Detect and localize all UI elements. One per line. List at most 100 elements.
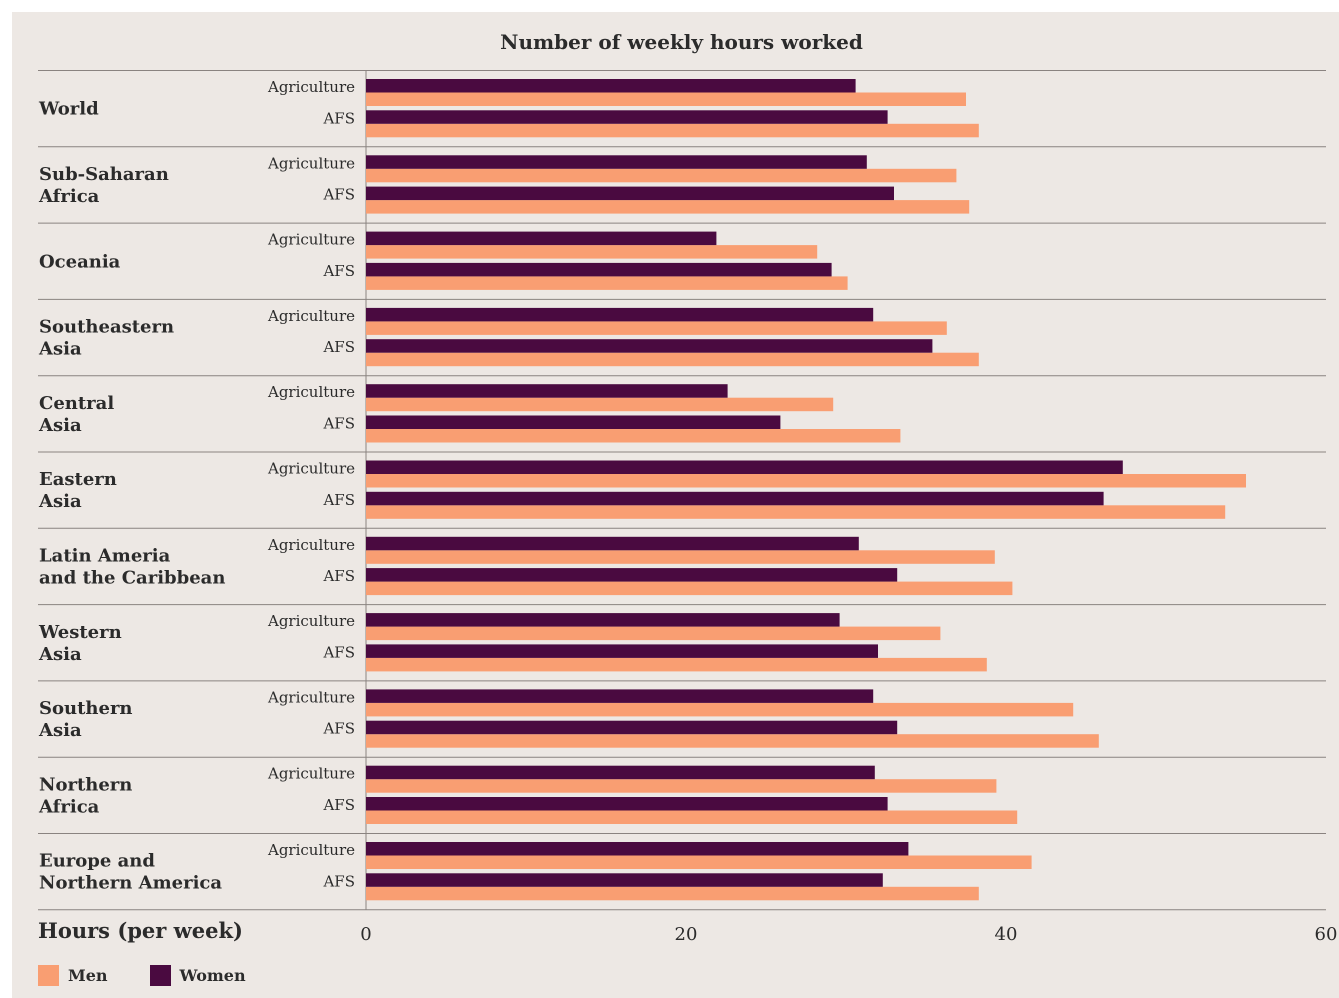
category-label: Agriculture bbox=[267, 536, 355, 554]
bar-women bbox=[366, 720, 898, 735]
category-label: Agriculture bbox=[267, 460, 355, 478]
bar-men bbox=[366, 200, 970, 214]
x-tick-label: 20 bbox=[675, 924, 698, 945]
region-label: Western bbox=[38, 622, 122, 643]
bar-men bbox=[366, 779, 997, 793]
region-label: Oceania bbox=[39, 251, 121, 272]
category-label: AFS bbox=[322, 109, 355, 127]
chart-title: Number of weekly hours worked bbox=[500, 30, 863, 54]
region-label: Africa bbox=[38, 186, 100, 207]
bar-men bbox=[366, 276, 848, 290]
bar-women bbox=[366, 155, 867, 169]
x-axis-label: Hours (per week) bbox=[38, 918, 243, 943]
bar-women bbox=[366, 186, 894, 201]
category-label: Agriculture bbox=[267, 78, 355, 96]
bar-men bbox=[366, 550, 995, 564]
category-label: AFS bbox=[322, 415, 355, 433]
bar-women bbox=[366, 491, 1104, 506]
bar-women bbox=[366, 644, 878, 658]
bar-women bbox=[366, 536, 859, 551]
region-label: Asia bbox=[38, 644, 82, 665]
x-tick-label: 60 bbox=[1315, 924, 1338, 945]
bar-men bbox=[366, 734, 1099, 748]
region-label: World bbox=[38, 99, 99, 120]
region-label: Northern bbox=[39, 774, 132, 795]
x-tick-label: 40 bbox=[995, 924, 1018, 945]
legend: Men Women bbox=[38, 965, 288, 986]
region-label: Asia bbox=[38, 415, 82, 436]
bar-men bbox=[366, 702, 1074, 717]
category-label: Agriculture bbox=[267, 688, 355, 706]
bar-women bbox=[366, 842, 909, 856]
bar-men bbox=[366, 168, 957, 183]
region-label: and the Caribbean bbox=[39, 567, 225, 588]
bar-women bbox=[366, 460, 1123, 474]
category-label: Agriculture bbox=[267, 307, 355, 325]
bar-men bbox=[366, 581, 1013, 596]
bar-women bbox=[366, 339, 933, 353]
region-label: Europe and bbox=[39, 851, 155, 872]
region-label: Asia bbox=[38, 491, 82, 512]
legend-swatch-men bbox=[38, 965, 59, 986]
bar-men bbox=[366, 626, 941, 641]
bar-men bbox=[366, 855, 1032, 869]
bar-men bbox=[366, 810, 1018, 824]
legend-label-women: Women bbox=[179, 966, 246, 985]
category-label: AFS bbox=[322, 567, 355, 585]
bar-women bbox=[366, 231, 717, 246]
category-label: AFS bbox=[322, 796, 355, 814]
category-label: AFS bbox=[322, 872, 355, 890]
bar-men bbox=[366, 429, 901, 443]
bar-men bbox=[366, 474, 1246, 488]
bar-women bbox=[366, 79, 856, 93]
category-label: Agriculture bbox=[267, 383, 355, 401]
category-label: Agriculture bbox=[267, 765, 355, 783]
category-label: Agriculture bbox=[267, 841, 355, 859]
region-label: Northern America bbox=[39, 873, 222, 894]
bar-men bbox=[366, 657, 987, 672]
region-label: Sub-Saharan bbox=[39, 164, 169, 185]
legend-item-men: Men bbox=[38, 965, 108, 986]
bar-men bbox=[366, 321, 947, 335]
bar-women bbox=[366, 384, 728, 398]
category-label: AFS bbox=[322, 491, 355, 509]
category-label: AFS bbox=[322, 186, 355, 204]
bar-women bbox=[366, 689, 874, 703]
bar-men bbox=[366, 92, 966, 106]
bar-men bbox=[366, 397, 834, 412]
region-label: Asia bbox=[38, 720, 82, 741]
region-label: Africa bbox=[38, 796, 100, 817]
bar-women bbox=[366, 613, 840, 627]
legend-swatch-women bbox=[149, 965, 171, 986]
bar-women bbox=[366, 873, 883, 887]
bar-women bbox=[366, 568, 898, 582]
bar-women bbox=[366, 765, 875, 780]
region-label: Latin Ameria bbox=[39, 545, 171, 566]
bar-women bbox=[366, 262, 832, 277]
legend-label-men: Men bbox=[68, 966, 108, 985]
category-label: Agriculture bbox=[267, 154, 355, 172]
bar-men bbox=[366, 352, 979, 367]
category-label: AFS bbox=[322, 720, 355, 738]
legend-item-women: Women bbox=[149, 965, 246, 986]
bar-women bbox=[366, 415, 781, 429]
bar-men bbox=[366, 886, 979, 901]
region-label: Central bbox=[39, 393, 114, 414]
bar-women bbox=[366, 797, 888, 811]
bar-women bbox=[366, 307, 874, 322]
category-label: AFS bbox=[322, 262, 355, 280]
region-label: Asia bbox=[38, 339, 82, 360]
category-label: AFS bbox=[322, 338, 355, 356]
region-label: Southern bbox=[39, 698, 133, 719]
region-label: Eastern bbox=[39, 469, 117, 490]
x-tick-label: 0 bbox=[360, 924, 371, 945]
region-label: Southeastern bbox=[39, 317, 174, 338]
category-label: Agriculture bbox=[267, 231, 355, 249]
bar-women bbox=[366, 110, 888, 124]
category-label: Agriculture bbox=[267, 612, 355, 630]
bar-men bbox=[366, 245, 818, 259]
category-label: AFS bbox=[322, 643, 355, 661]
bar-men bbox=[366, 505, 1226, 519]
bar-men bbox=[366, 123, 979, 138]
